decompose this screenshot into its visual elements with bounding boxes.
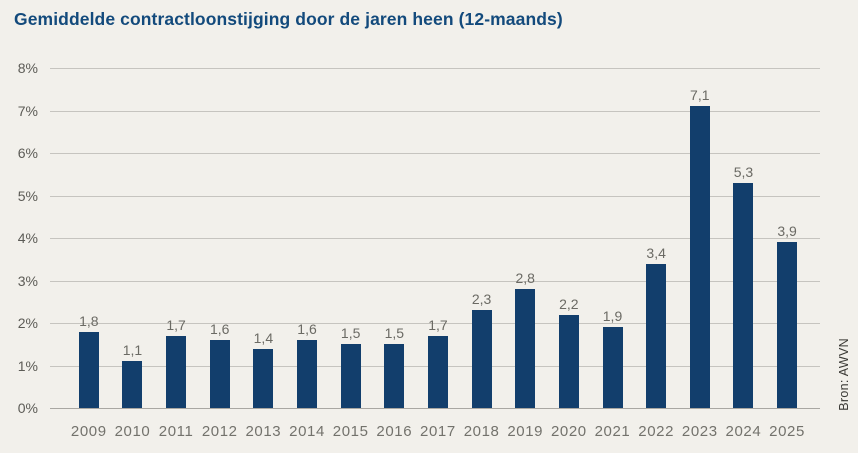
x-tick-label-2023: 2023 xyxy=(681,423,718,440)
bar-2021 xyxy=(602,327,623,408)
bar-column-2015: 1,5 xyxy=(329,68,373,408)
bar-value-label-2020: 2,2 xyxy=(559,295,579,312)
y-tick-label-3%: 3% xyxy=(17,272,38,289)
bar-column-2016: 1,5 xyxy=(372,68,416,408)
bar-value-label-2011: 1,7 xyxy=(166,316,186,333)
bar-2017 xyxy=(427,335,448,408)
gridline-5% xyxy=(50,195,820,197)
y-tick-label-0%: 0% xyxy=(17,400,38,416)
y-tick-label-4%: 4% xyxy=(17,230,38,246)
bar-value-label-2017: 1,7 xyxy=(428,316,448,333)
gridline-8% xyxy=(50,68,820,69)
y-tick-label-2%: 2% xyxy=(17,315,38,331)
bar-value-label-2025: 3,9 xyxy=(777,223,797,240)
bar-value-label-2009: 1,8 xyxy=(79,312,99,329)
bar-column-2017: 1,7 xyxy=(416,68,460,408)
bar-value-label-2016: 1,5 xyxy=(384,325,405,342)
x-tick-label-2017: 2017 xyxy=(420,423,456,440)
bar-column-2021: 1,9 xyxy=(591,68,635,408)
gridline-2% xyxy=(50,323,820,324)
bar-value-label-2021: 1,9 xyxy=(602,308,623,325)
bar-column-2023: 7,1 xyxy=(678,68,722,408)
bar-2020 xyxy=(558,314,579,408)
bar-column-2014: 1,6 xyxy=(285,68,329,408)
bar-2012 xyxy=(209,340,230,408)
bar-2010 xyxy=(122,361,143,408)
x-tick-label-2025: 2025 xyxy=(769,423,805,440)
x-tick-label-2024: 2024 xyxy=(725,423,762,440)
bar-column-2019: 2,8 xyxy=(503,68,547,408)
x-tick-label-2021: 2021 xyxy=(594,423,631,440)
gridline-3% xyxy=(50,280,820,282)
bar-value-label-2010: 1,1 xyxy=(122,342,143,359)
x-tick-label-2013: 2013 xyxy=(245,423,282,440)
x-tick-label-2009: 2009 xyxy=(70,423,107,440)
bar-2024 xyxy=(733,182,754,408)
bar-2016 xyxy=(384,344,405,408)
bar-2009 xyxy=(78,331,99,408)
bar-value-label-2012: 1,6 xyxy=(210,321,230,337)
bar-value-label-2022: 3,4 xyxy=(646,244,666,261)
x-tick-label-2018: 2018 xyxy=(463,423,500,440)
bar-2018 xyxy=(471,310,492,408)
y-tick-label-1%: 1% xyxy=(17,357,38,374)
x-tick-label-2014: 2014 xyxy=(289,423,325,440)
x-tick-label-2010: 2010 xyxy=(114,423,151,440)
x-tick-label-2022: 2022 xyxy=(638,423,675,440)
bar-value-label-2013: 1,4 xyxy=(253,329,274,346)
bar-2014 xyxy=(297,340,318,408)
y-tick-label-5%: 5% xyxy=(17,187,38,204)
gridline-7% xyxy=(50,110,820,112)
x-tick-label-2011: 2011 xyxy=(158,423,194,440)
bar-2023 xyxy=(689,106,710,408)
bar-2019 xyxy=(515,289,536,408)
x-tick-label-2020: 2020 xyxy=(550,423,587,440)
bar-value-label-2023: 7,1 xyxy=(690,87,710,104)
bar-column-2025: 3,9 xyxy=(765,68,809,408)
plot-area: 1,8 1,1 1,7 1,6 1,4 1,6 1,5 1,5 1,7 2,3 2,8 2,2 1,9 3… xyxy=(50,68,820,409)
bar-2013 xyxy=(253,348,274,408)
bar-column-2013: 1,4 xyxy=(242,68,286,408)
y-tick-label-8%: 8% xyxy=(17,60,38,76)
bar-column-2022: 3,4 xyxy=(634,68,678,408)
gridline-0% xyxy=(50,408,820,409)
bar-column-2024: 5,3 xyxy=(722,68,766,408)
bar-column-2010: 1,1 xyxy=(111,68,155,408)
y-tick-label-6%: 6% xyxy=(17,145,38,161)
bar-column-2009: 1,8 xyxy=(67,68,111,408)
x-tick-label-2012: 2012 xyxy=(201,423,238,440)
x-tick-label-2016: 2016 xyxy=(376,423,413,440)
bar-value-label-2014: 1,6 xyxy=(297,321,317,337)
gridline-6% xyxy=(50,153,820,154)
bar-value-label-2018: 2,3 xyxy=(471,291,492,308)
bar-2022 xyxy=(646,263,667,408)
bar-2025 xyxy=(777,242,798,408)
bar-value-label-2024: 5,3 xyxy=(733,163,754,180)
bar-column-2020: 2,2 xyxy=(547,68,591,408)
bar-value-label-2019: 2,8 xyxy=(515,270,535,286)
y-tick-label-7%: 7% xyxy=(17,102,38,119)
bar-column-2012: 1,6 xyxy=(198,68,242,408)
gridline-4% xyxy=(50,238,820,239)
bar-2015 xyxy=(340,344,361,408)
chart-title: Gemiddelde contractloonstijging door de … xyxy=(14,9,563,29)
bar-value-label-2015: 1,5 xyxy=(340,325,361,342)
bar-column-2018: 2,3 xyxy=(460,68,504,408)
x-axis: 2009 2010 2011 2012 2013 2014 2015 2016 2017 2018… xyxy=(67,423,809,440)
bar-column-2011: 1,7 xyxy=(154,68,198,408)
bar-series: 1,8 1,1 1,7 1,6 1,4 1,6 1,5 1,5 1,7 2,3 2,8 2,2 1,9 3… xyxy=(67,68,809,408)
source-credit: Bron: AWVN xyxy=(837,338,851,411)
bar-2011 xyxy=(166,335,187,408)
x-tick-label-2019: 2019 xyxy=(507,423,544,440)
x-tick-label-2015: 2015 xyxy=(332,423,369,440)
